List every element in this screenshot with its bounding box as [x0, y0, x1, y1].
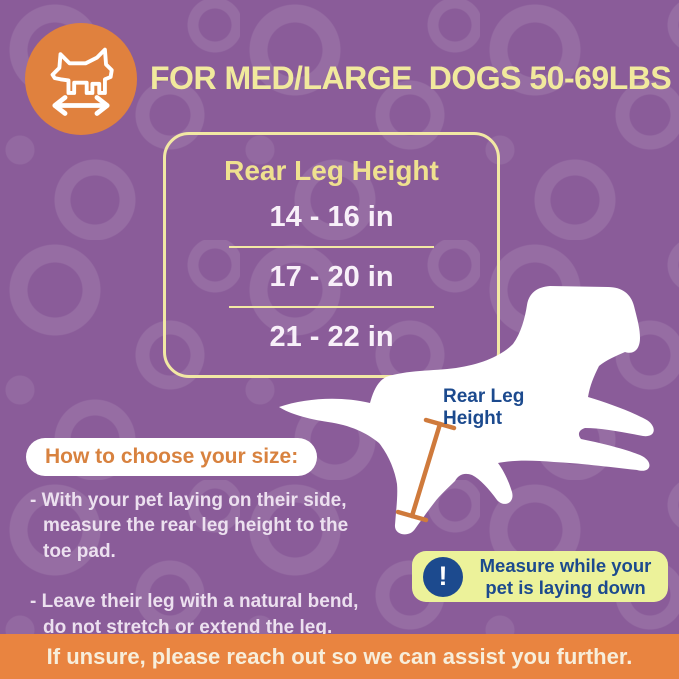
footer-message: If unsure, please reach out so we can as…: [46, 643, 633, 669]
measure-line: [395, 417, 457, 523]
divider: [229, 246, 434, 248]
size-chart-title: Rear Leg Height: [224, 155, 439, 186]
rear-leg-height-label: Rear Leg Height: [443, 386, 525, 429]
measure-note-text: Measure while your pet is laying down: [479, 555, 652, 598]
measure-note: ! Measure while your pet is laying down: [412, 551, 668, 602]
how-to-instructions: - With your pet laying on their side, me…: [30, 488, 370, 665]
divider: [229, 306, 434, 308]
size-chart: Rear Leg Height 14 - 16 in 17 - 20 in 21…: [163, 132, 500, 378]
how-to-title: How to choose your size:: [26, 438, 318, 476]
dog-width-measure-icon: [40, 36, 122, 123]
how-to-bullet: - Leave their leg with a natural bend, d…: [30, 591, 359, 638]
dog-silhouette-illustration: [268, 280, 679, 577]
size-row-large: 21 - 22 in: [269, 321, 394, 353]
size-badge: [25, 23, 137, 135]
page-title: FOR MED/LARGE DOGS 50-69LBS: [150, 60, 672, 96]
exclamation-icon: !: [423, 556, 463, 597]
size-row-small: 14 - 16 in: [269, 201, 394, 233]
dog-body-shape: [279, 286, 654, 535]
size-row-medium: 17 - 20 in: [269, 261, 394, 293]
how-to-bullet: - With your pet laying on their side, me…: [30, 490, 349, 562]
footer-banner: If unsure, please reach out so we can as…: [0, 634, 679, 679]
